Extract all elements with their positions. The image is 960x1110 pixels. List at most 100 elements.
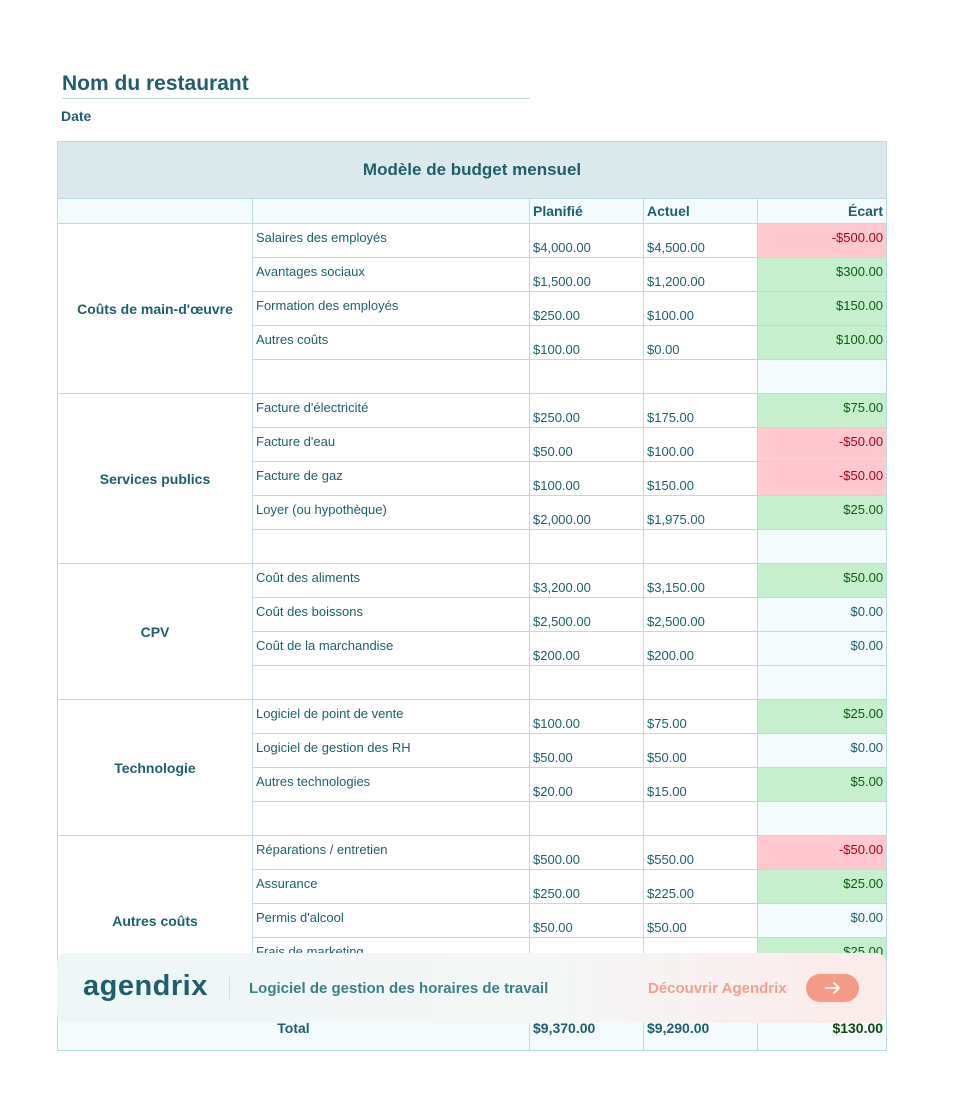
item-name: Coût des boissons [252, 597, 530, 632]
blank-cell [643, 801, 758, 836]
amount: $15.00 [643, 767, 758, 802]
budget-row: Facture de gaz $100.00 $150.00 -$50.00 [58, 461, 888, 496]
amount: $1,200.00 [643, 257, 758, 292]
amount: $250.00 [529, 291, 644, 326]
variance: $0.00 [756, 903, 888, 938]
tagline: Logiciel de gestion des horaires de trav… [249, 980, 549, 997]
variance: -$50.00 [756, 427, 888, 462]
budget-table: Modèle de budget mensuel Planifié Actuel Éc… [56, 141, 888, 1051]
category: Services publics [57, 393, 253, 564]
budget-row: Formation des employés $250.00 $100.00 $150… [58, 291, 888, 326]
blank-cell [756, 529, 888, 564]
blank-cell [756, 801, 888, 836]
cta-button[interactable] [806, 974, 859, 1002]
amount: $225.00 [643, 869, 758, 904]
variance: $300.00 [756, 257, 888, 292]
header-cell [57, 198, 253, 224]
item-name: Réparations / entretien [252, 835, 530, 870]
table-body: Modèle de budget mensuel Planifié Actuel Éc… [56, 141, 888, 1051]
blank-cell [529, 359, 644, 394]
item-name: Permis d'alcool [252, 903, 530, 938]
item-name: Loyer (ou hypothèque) [252, 495, 530, 530]
blank-cell [643, 359, 758, 394]
variance: $25.00 [756, 699, 888, 734]
amount: $175.00 [643, 393, 758, 428]
amount: $4,500.00 [643, 223, 758, 258]
blank-cell [756, 359, 888, 394]
budget-row: Autres coûts Réparations / entretien $500.… [57, 835, 888, 1006]
variance: -$50.00 [756, 835, 888, 870]
variance: $25.00 [756, 495, 888, 530]
amount: $75.00 [643, 699, 758, 734]
budget-row: Coûts de main-d'œuvre Salaires des employ… [57, 223, 888, 394]
blank-cell [252, 665, 530, 700]
amount: $3,150.00 [643, 563, 758, 598]
amount: $0.00 [643, 325, 758, 360]
blank-cell [529, 529, 644, 564]
amount: $2,500.00 [529, 597, 644, 632]
amount: $200.00 [643, 631, 758, 666]
budget-row: Avantages sociaux $1,500.00 $1,200.00 $300.… [58, 257, 888, 292]
category: Coûts de main-d'œuvre [57, 223, 253, 394]
amount: $50.00 [529, 903, 644, 938]
column-header: Actuel [643, 198, 758, 224]
amount: $2,500.00 [643, 597, 758, 632]
amount: $2,000.00 [529, 495, 644, 530]
amount: $250.00 [529, 393, 644, 428]
blank-cell [529, 801, 644, 836]
item-name: Logiciel de point de vente [252, 699, 530, 734]
blank-cell [643, 529, 758, 564]
budget-row: Logiciel de gestion des RH $50.00 $50.00 $0… [58, 733, 888, 768]
blank-cell [252, 801, 530, 836]
budget-row: CPV Coût des aliments $3,200.00 $3,150.00 $5… [57, 563, 888, 700]
item-name: Facture de gaz [252, 461, 530, 496]
title-row: Modèle de budget mensuel [56, 141, 888, 199]
budget-row: Coût de la marchandise $200.00 $200.00 $0.0… [58, 631, 888, 666]
amount: $100.00 [643, 291, 758, 326]
amount: $550.00 [643, 835, 758, 870]
amount: $50.00 [643, 733, 758, 768]
item-name: Autres technologies [252, 767, 530, 802]
variance: $150.00 [756, 291, 888, 326]
budget-row: Permis d'alcool $50.00 $50.00 $0.00 [58, 903, 888, 938]
amount: $50.00 [643, 903, 758, 938]
budget-row: Assurance $250.00 $225.00 $25.00 [58, 869, 888, 904]
banner: agendrix Logiciel de gestion des horaire… [57, 953, 886, 1023]
item-name: Avantages sociaux [252, 257, 530, 292]
amount: $20.00 [529, 767, 644, 802]
budget-row: Autres coûts $100.00 $0.00 $100.00 [58, 325, 888, 360]
amount: $1,500.00 [529, 257, 644, 292]
amount: $3,200.00 [529, 563, 644, 598]
amount: $100.00 [529, 325, 644, 360]
cta-link[interactable]: Découvrir Agendrix [648, 980, 787, 997]
amount: $1,975.00 [643, 495, 758, 530]
item-name: Assurance [252, 869, 530, 904]
amount: $50.00 [529, 733, 644, 768]
budget-row: Technologie Logiciel de point de vente $10… [57, 699, 888, 836]
column-header: Planifié [529, 198, 644, 224]
column-header: Écart [756, 198, 888, 224]
blank-cell [252, 359, 530, 394]
date-label: Date [61, 108, 92, 124]
brand: agendrix [83, 970, 208, 1002]
budget-row: Loyer (ou hypothèque) $2,000.00 $1,975.00 $… [58, 495, 888, 530]
table-title: Modèle de budget mensuel [56, 141, 888, 199]
separator [229, 977, 230, 999]
blank-row [58, 359, 888, 394]
variance: $0.00 [756, 733, 888, 768]
amount: $100.00 [529, 699, 644, 734]
column-header-row: Planifié Actuel Écart [57, 198, 888, 224]
variance: $0.00 [756, 631, 888, 666]
variance: $0.00 [756, 597, 888, 632]
category: CPV [57, 563, 253, 700]
item-name: Facture d'eau [252, 427, 530, 462]
blank-row [58, 665, 888, 700]
variance: $100.00 [756, 325, 888, 360]
variance: $75.00 [756, 393, 888, 428]
amount: $200.00 [529, 631, 644, 666]
arrow-icon [825, 982, 840, 994]
item-name: Salaires des employés [252, 223, 530, 258]
item-name: Formation des employés [252, 291, 530, 326]
item-name: Logiciel de gestion des RH [252, 733, 530, 768]
